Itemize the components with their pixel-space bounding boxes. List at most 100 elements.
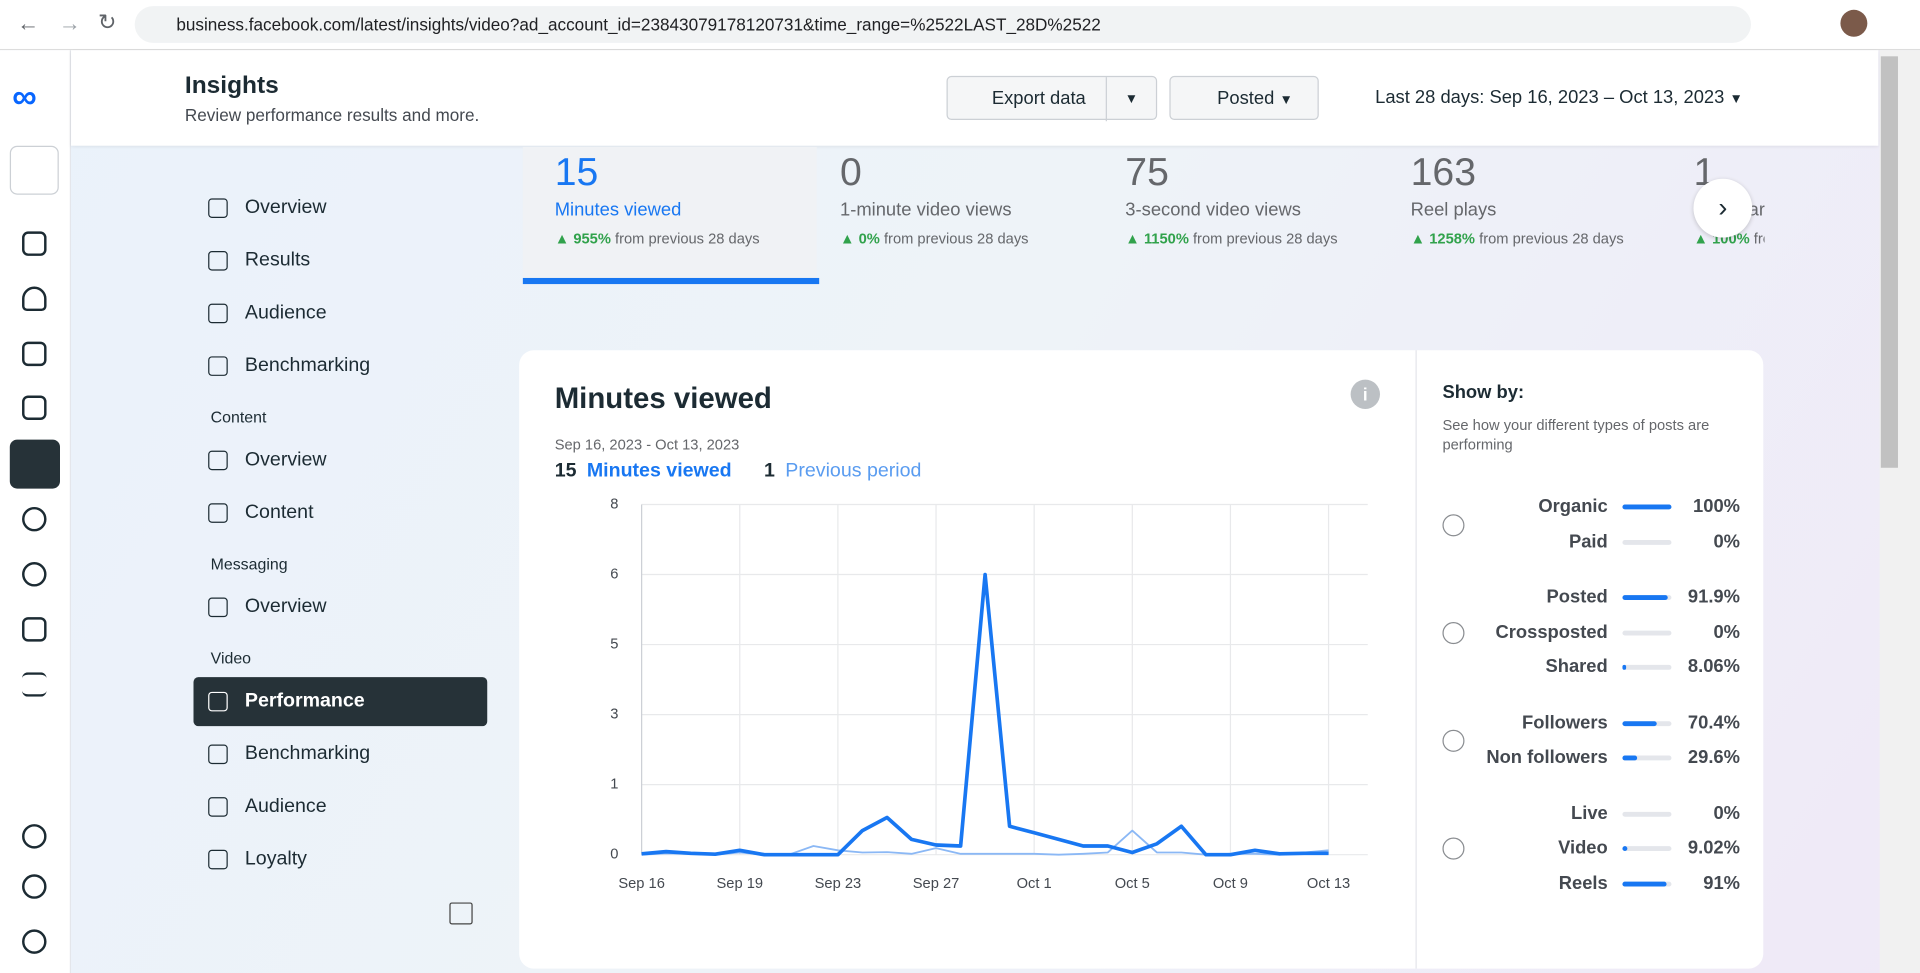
metric-change: ▲ 1150% from previous 28 days <box>1125 230 1387 247</box>
nav-item[interactable]: Benchmarking <box>193 342 487 391</box>
radio-button[interactable] <box>1442 837 1465 860</box>
insights-icon[interactable] <box>9 439 61 489</box>
browser-bar: ← → ↻ business.facebook.com/latest/insig… <box>0 0 1920 51</box>
nav-item[interactable]: Overview <box>193 436 487 485</box>
bar-track <box>1622 811 1672 817</box>
change-value: 1150% <box>1143 230 1189 248</box>
page-header: Insights Review performance results and … <box>71 50 1879 146</box>
settings-icon[interactable] <box>22 874 47 899</box>
nav-heading: Video <box>210 648 252 668</box>
metric-tab[interactable]: 163 Reel plays ▲ 1258% from previous 28 da… <box>1379 147 1673 284</box>
address-bar[interactable]: business.facebook.com/latest/insights/vi… <box>134 6 1752 43</box>
forward-button[interactable]: → <box>58 11 81 36</box>
nav-heading: Content <box>210 407 267 427</box>
legend-entry[interactable]: Minutes viewed <box>586 460 732 482</box>
x-tick-label: Oct 5 <box>1115 876 1150 892</box>
metric-change: ▲ 1258% from previous 28 days <box>1411 230 1673 247</box>
nav-item[interactable]: Content <box>193 489 487 538</box>
breakdown-percent: 9.02% <box>1687 837 1741 859</box>
bar-track <box>1622 720 1672 726</box>
ads-icon[interactable] <box>22 617 47 642</box>
nav-item[interactable]: Loyalty <box>193 835 487 884</box>
nav-item[interactable]: Audience <box>193 289 487 338</box>
change-note: from previous 28 days <box>883 230 1029 248</box>
breakdown-row: Video 9.02% <box>1417 831 1765 865</box>
bar-track <box>1622 539 1672 545</box>
export-button[interactable]: Export data ▼ <box>946 75 1158 122</box>
nav-item[interactable]: Audience <box>193 782 487 831</box>
bar <box>1622 504 1672 510</box>
info-icon[interactable]: i <box>1350 379 1381 409</box>
bar-track <box>1622 755 1672 761</box>
planner-icon[interactable] <box>22 341 47 367</box>
next-arrow[interactable]: › <box>1693 178 1753 238</box>
previous-total: 1 <box>764 460 775 482</box>
x-tick-label: Sep 16 <box>618 876 665 892</box>
breakdown-row: Organic 100% <box>1417 490 1765 524</box>
y-tick-label: 8 <box>610 496 618 512</box>
content-icon[interactable] <box>22 395 47 421</box>
metric-tab[interactable]: 0 1-minute video views ▲ 0% from previous … <box>808 147 1102 284</box>
search-icon[interactable] <box>22 824 47 849</box>
change-note: from previous 28 days <box>1753 230 1765 248</box>
home-icon[interactable] <box>22 231 47 256</box>
metric-label: Minutes viewed <box>554 199 682 221</box>
breakdown-row: Shared 8.06% <box>1417 650 1765 684</box>
breakdown-percent: 91.9% <box>1687 586 1741 608</box>
bar-track <box>1622 630 1672 635</box>
back-button[interactable]: ← <box>17 11 40 36</box>
account-icon[interactable] <box>9 145 59 195</box>
scroll-thumb[interactable] <box>1880 56 1898 468</box>
profile-avatar[interactable] <box>1840 9 1868 37</box>
scrollbar <box>1879 50 1920 973</box>
bar <box>1622 595 1668 601</box>
meta-logo[interactable]: ∞ <box>12 77 37 116</box>
card-date-range: Sep 16, 2023 - Oct 13, 2023 <box>554 435 740 454</box>
breakdown-name: Non followers <box>1486 746 1608 768</box>
breakdown-row: Paid 0% <box>1417 525 1765 559</box>
x-tick-label: Oct 13 <box>1307 876 1350 892</box>
nav-item[interactable]: Benchmarking <box>193 730 487 779</box>
nav-item[interactable]: Performance <box>193 677 488 727</box>
up-arrow: ▲ <box>1125 230 1144 248</box>
breakdown-name: Organic <box>1538 495 1608 517</box>
up-arrow: ▲ <box>554 230 574 248</box>
menu-icon[interactable] <box>22 672 47 697</box>
nav-heading: Messaging <box>210 554 288 574</box>
metric-label: 3-second video views <box>1125 199 1301 221</box>
radio-button[interactable] <box>1442 729 1465 752</box>
show-by-description: See how your different types of posts ar… <box>1442 416 1710 454</box>
posted-dropdown[interactable]: Posted ▼ <box>1169 75 1319 121</box>
card-title: Minutes viewed <box>554 382 772 416</box>
legend-entry[interactable]: Previous period <box>785 460 922 482</box>
date-range-picker[interactable]: Last 28 days: Sep 16, 2023 – Oct 13, 202… <box>1375 86 1743 108</box>
up-arrow: ▲ <box>1410 230 1430 248</box>
radio-button[interactable] <box>1442 621 1465 644</box>
breakdown-name: Live <box>1571 802 1608 824</box>
x-tick-label: Sep 27 <box>913 876 960 892</box>
change-value: 0% <box>858 230 880 248</box>
collapse-button[interactable] <box>449 902 473 925</box>
inbox-icon[interactable] <box>22 506 47 532</box>
reload-button[interactable]: ↻ <box>97 9 117 35</box>
metric-tab[interactable]: 75 3-second video views ▲ 1150% from previ… <box>1093 147 1387 284</box>
nav-item[interactable]: Overview <box>193 583 487 632</box>
breakdown-name: Video <box>1558 837 1608 859</box>
nav-item[interactable]: Results <box>193 236 487 285</box>
nav-item[interactable]: Overview <box>193 184 487 233</box>
breakdown-row: Crossposted 0% <box>1417 615 1765 649</box>
notifications-icon[interactable] <box>22 286 47 312</box>
show-by-title: Show by: <box>1442 382 1525 403</box>
change-note: from previous 28 days <box>615 230 760 248</box>
breakdown-percent: 100% <box>1693 495 1741 517</box>
change-value: 955% <box>573 230 611 248</box>
metric-value: 15 <box>554 149 599 194</box>
metric-tab[interactable]: 15 Minutes viewed ▲ 955% from previous 28 … <box>522 146 820 285</box>
y-tick-label: 6 <box>610 566 618 582</box>
radio-button[interactable] <box>1442 513 1465 536</box>
help-icon[interactable] <box>22 929 47 954</box>
breakdown-name: Shared <box>1545 656 1608 678</box>
bar-track <box>1622 664 1672 670</box>
monetization-icon[interactable] <box>22 562 47 587</box>
